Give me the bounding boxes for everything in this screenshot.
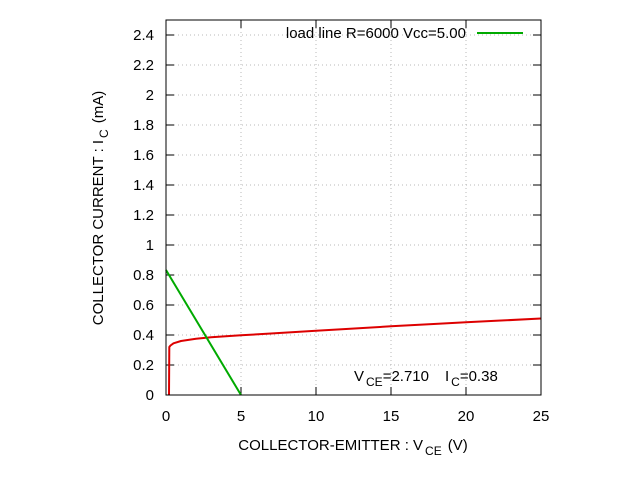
y-tick-label: 1.6 xyxy=(133,147,154,164)
series-layer xyxy=(165,269,542,396)
annotation-i-sub: C xyxy=(451,375,460,389)
x-axis-title-sub: CE xyxy=(425,444,442,458)
x-axis-title: COLLECTOR-EMITTER : V CE (V) xyxy=(238,437,467,458)
grid-layer xyxy=(166,20,541,395)
y-tick-label: 0.8 xyxy=(133,267,154,284)
y-tick-label: 1 xyxy=(146,237,154,254)
y-tick-label: 0 xyxy=(146,387,154,404)
legend: load line R=6000 Vcc=5.00 xyxy=(286,25,523,42)
y-tick-label: 1.8 xyxy=(133,117,154,134)
x-tick-label: 0 xyxy=(162,408,170,425)
y-tick-label: 2 xyxy=(146,87,154,104)
plot-frame xyxy=(165,19,542,396)
x-tick-layer: 0 5 10 15 20 25 xyxy=(162,20,550,425)
collector-characteristic-curve xyxy=(168,317,542,396)
y-tick-label: 1.4 xyxy=(133,177,154,194)
annotation: V CE=2.710 I C=0.38 xyxy=(354,368,498,389)
y-axis-title: COLLECTOR CURRENT : I C (mA) xyxy=(90,91,111,325)
y-tick-label: 2.2 xyxy=(133,57,154,74)
x-tick-label: 15 xyxy=(383,408,400,425)
annotation-i-value: =0.38 xyxy=(460,368,498,385)
y-tick-label: 0.2 xyxy=(133,357,154,374)
x-tick-label: 20 xyxy=(458,408,475,425)
load-line xyxy=(165,269,242,396)
x-tick-label: 5 xyxy=(237,408,245,425)
y-tick-label: 1.2 xyxy=(133,207,154,224)
annotation-v-value: =2.710 xyxy=(383,368,429,385)
y-axis-title-unit: (mA) xyxy=(90,91,107,124)
y-axis-title-main: COLLECTOR CURRENT : I xyxy=(90,140,107,325)
x-tick-label: 25 xyxy=(533,408,550,425)
y-tick-label: 0.6 xyxy=(133,297,154,314)
x-axis-title-unit: (V) xyxy=(448,437,468,454)
x-tick-label: 10 xyxy=(308,408,325,425)
x-axis-title-main: COLLECTOR-EMITTER : V xyxy=(238,437,423,454)
annotation-i-main: I xyxy=(445,368,449,385)
y-axis-title-sub: C xyxy=(97,129,111,138)
y-tick-layer: 0 0.2 0.4 0.6 0.8 1 1.2 1.4 1.6 1.8 2 2.2 2.4 xyxy=(133,27,541,404)
legend-label: load line R=6000 Vcc=5.00 xyxy=(286,25,466,42)
annotation-v-sub: CE xyxy=(366,375,383,389)
annotation-v-main: V xyxy=(354,368,364,385)
y-tick-label: 2.4 xyxy=(133,27,154,44)
y-tick-label: 0.4 xyxy=(133,327,154,344)
